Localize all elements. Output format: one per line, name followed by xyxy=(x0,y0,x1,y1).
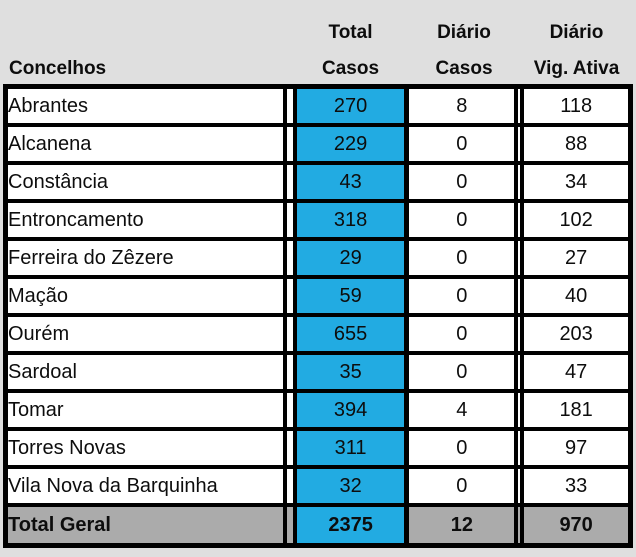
spacer-cell xyxy=(284,275,295,317)
diario-vig-ativa-cell: 33 xyxy=(520,465,634,507)
total-casos-cell: 655 xyxy=(292,313,410,355)
header-diario-vig-line2: Vig. Ativa xyxy=(533,58,620,79)
total-casos-cell: 32 xyxy=(292,465,410,507)
diario-vig-ativa-cell: 102 xyxy=(520,199,634,241)
diario-vig-ativa-cell: 27 xyxy=(520,237,634,279)
header-diario-casos-line1: Diário xyxy=(437,22,491,43)
header-col-diario-vig-ativa: Diário Vig. Ativa xyxy=(520,0,633,84)
spacer-cell xyxy=(516,503,523,548)
concelho-name-cell: Torres Novas xyxy=(2,427,287,469)
total-casos-cell: 43 xyxy=(292,161,410,203)
table-row: Sardoal 35 0 47 xyxy=(2,351,634,393)
total-row: Total Geral 2375 12 970 xyxy=(2,503,634,548)
spacer-cell xyxy=(284,161,295,203)
total-casos-cell: 311 xyxy=(292,427,410,469)
table-row: Tomar 394 4 181 xyxy=(2,389,634,431)
table-row: Entroncamento 318 0 102 xyxy=(2,199,634,241)
diario-casos-cell: 0 xyxy=(406,275,519,317)
diario-vig-ativa-cell: 34 xyxy=(520,161,634,203)
diario-casos-cell: 0 xyxy=(406,351,519,393)
diario-vig-ativa-cell: 970 xyxy=(520,503,634,548)
table-row: Torres Novas 311 0 97 xyxy=(2,427,634,469)
concelho-name-cell: Ferreira do Zêzere xyxy=(2,237,287,279)
spacer-cell xyxy=(516,275,523,317)
concelho-name-cell: Mação xyxy=(2,275,287,317)
header-total-line2: Casos xyxy=(321,58,380,79)
diario-casos-cell: 0 xyxy=(406,161,519,203)
spacer-cell xyxy=(516,313,523,355)
spacer-cell xyxy=(284,389,295,431)
diario-casos-cell: 8 xyxy=(406,84,519,127)
spacer-cell xyxy=(284,465,295,507)
spacer-cell xyxy=(284,313,295,355)
header-col-diario-casos: Diário Casos xyxy=(408,0,520,84)
header-diario-casos-line2: Casos xyxy=(435,58,493,79)
table-row: Alcanena 229 0 88 xyxy=(2,123,634,165)
diario-vig-ativa-cell: 40 xyxy=(520,275,634,317)
diario-vig-ativa-cell: 88 xyxy=(520,123,634,165)
diario-vig-ativa-cell: 97 xyxy=(520,427,634,469)
table-body: Abrantes 270 8 118 Alcanena 229 0 88 Con… xyxy=(2,84,634,548)
diario-casos-cell: 4 xyxy=(406,389,519,431)
concelho-name-cell: Constância xyxy=(2,161,287,203)
spacer-cell xyxy=(516,465,523,507)
spacer-cell xyxy=(516,161,523,203)
concelho-name-cell: Vila Nova da Barquinha xyxy=(2,465,287,507)
spacer-cell xyxy=(284,503,295,548)
spacer-cell xyxy=(516,84,523,127)
diario-casos-cell: 0 xyxy=(406,427,519,469)
table-row: Mação 59 0 40 xyxy=(2,275,634,317)
header-diario-vig-line1: Diário xyxy=(549,22,604,43)
diario-vig-ativa-cell: 181 xyxy=(520,389,634,431)
total-casos-cell: 2375 xyxy=(292,503,410,548)
total-casos-cell: 35 xyxy=(292,351,410,393)
spacer-cell xyxy=(516,389,523,431)
table-row: Vila Nova da Barquinha 32 0 33 xyxy=(2,465,634,507)
spacer-cell xyxy=(516,123,523,165)
spacer-cell xyxy=(516,199,523,241)
concelho-name-cell: Alcanena xyxy=(2,123,287,165)
total-casos-cell: 270 xyxy=(292,84,410,127)
diario-vig-ativa-cell: 203 xyxy=(520,313,634,355)
concelho-name-cell: Tomar xyxy=(2,389,287,431)
total-casos-cell: 29 xyxy=(292,237,410,279)
table-row: Constância 43 0 34 xyxy=(2,161,634,203)
data-table: Abrantes 270 8 118 Alcanena 229 0 88 Con… xyxy=(2,84,634,548)
spacer-cell xyxy=(284,427,295,469)
total-casos-cell: 394 xyxy=(292,389,410,431)
header-col-concelhos: Concelhos xyxy=(3,0,293,84)
spacer-cell xyxy=(284,123,295,165)
concelho-name-cell: Entroncamento xyxy=(2,199,287,241)
header-total-line1: Total xyxy=(328,22,373,43)
concelho-name-cell: Total Geral xyxy=(2,503,287,548)
concelho-name-cell: Abrantes xyxy=(2,84,287,127)
total-casos-cell: 59 xyxy=(292,275,410,317)
table-row: Ferreira do Zêzere 29 0 27 xyxy=(2,237,634,279)
concelho-name-cell: Ourém xyxy=(2,313,287,355)
spacer-cell xyxy=(284,199,295,241)
diario-casos-cell: 12 xyxy=(406,503,519,548)
concelho-name-cell: Sardoal xyxy=(2,351,287,393)
header-concelhos-label: Concelhos xyxy=(9,58,107,79)
diario-casos-cell: 0 xyxy=(406,199,519,241)
table-row: Ourém 655 0 203 xyxy=(2,313,634,355)
spacer-cell xyxy=(284,351,295,393)
total-casos-cell: 229 xyxy=(292,123,410,165)
diario-casos-cell: 0 xyxy=(406,313,519,355)
spacer-cell xyxy=(284,237,295,279)
diario-casos-cell: 0 xyxy=(406,465,519,507)
diario-vig-ativa-cell: 47 xyxy=(520,351,634,393)
spacer-cell xyxy=(284,84,295,127)
total-casos-cell: 318 xyxy=(292,199,410,241)
spacer-cell xyxy=(516,427,523,469)
diario-vig-ativa-cell: 118 xyxy=(520,84,634,127)
spacer-cell xyxy=(516,351,523,393)
table-header: Concelhos Total Casos Diário Casos Diári… xyxy=(3,0,633,84)
diario-casos-cell: 0 xyxy=(406,237,519,279)
table-row: Abrantes 270 8 118 xyxy=(2,84,634,127)
diario-casos-cell: 0 xyxy=(406,123,519,165)
spacer-cell xyxy=(516,237,523,279)
header-col-total-casos: Total Casos xyxy=(293,0,408,84)
